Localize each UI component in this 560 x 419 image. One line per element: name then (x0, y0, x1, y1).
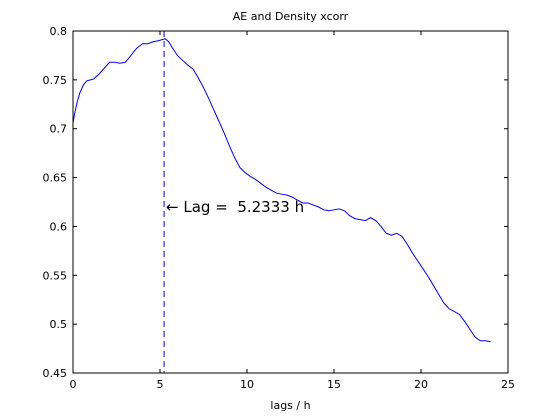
y-tick-label: 0.7 (50, 123, 68, 136)
lag-annotation: ← Lag = 5.2333 h (166, 198, 304, 216)
x-tick-label: 15 (327, 378, 341, 391)
series-line-0 (72, 38, 491, 343)
y-tick-label: 0.75 (43, 74, 68, 87)
y-tick-label: 0.6 (50, 220, 68, 233)
x-tick-label: 5 (157, 378, 164, 391)
x-tick-label: 25 (501, 378, 515, 391)
y-tick-label: 0.5 (50, 318, 68, 331)
x-tick-label: 0 (70, 378, 77, 391)
x-axis-label: lags / h (270, 399, 310, 412)
y-tick-label: 0.45 (43, 367, 68, 380)
plot-area (73, 31, 508, 373)
y-tick-label: 0.55 (43, 269, 68, 282)
x-tick-label: 20 (414, 378, 428, 391)
x-tick-label: 10 (240, 378, 254, 391)
plot-frame (72, 30, 509, 374)
chart-title: AE and Density xcorr (233, 10, 349, 23)
y-tick-label: 0.65 (43, 172, 68, 185)
y-tick-label: 0.8 (50, 25, 68, 38)
